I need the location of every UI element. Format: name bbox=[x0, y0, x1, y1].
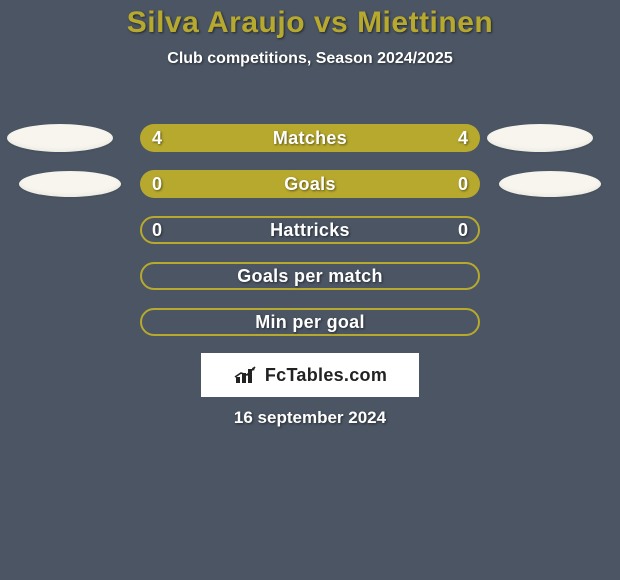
player-ellipse-right-0 bbox=[487, 124, 593, 152]
value-right: 4 bbox=[458, 124, 468, 152]
bar-outline bbox=[140, 262, 480, 290]
stat-rows: 4 Matches 4 0 Goals 0 0 Hattricks 0 Goal… bbox=[0, 122, 620, 352]
watermark: FcTables.com bbox=[201, 353, 419, 397]
comparison-infographic: Silva Araujo vs Miettinen Club competiti… bbox=[0, 0, 620, 580]
value-right: 0 bbox=[458, 170, 468, 198]
subtitle: Club competitions, Season 2024/2025 bbox=[0, 50, 620, 68]
value-left: 0 bbox=[152, 170, 162, 198]
value-left: 4 bbox=[152, 124, 162, 152]
chart-icon bbox=[233, 365, 259, 385]
stat-row-hattricks: 0 Hattricks 0 bbox=[0, 214, 620, 260]
bar-fill bbox=[140, 124, 480, 152]
player-ellipse-left-0 bbox=[7, 124, 113, 152]
value-right: 0 bbox=[458, 216, 468, 244]
date-stamp: 16 september 2024 bbox=[0, 408, 620, 428]
bar-outline bbox=[140, 216, 480, 244]
player-ellipse-left-1 bbox=[19, 171, 121, 197]
stat-row-goals-per-match: Goals per match bbox=[0, 260, 620, 306]
bar-fill bbox=[140, 170, 480, 198]
value-left: 0 bbox=[152, 216, 162, 244]
stat-row-min-per-goal: Min per goal bbox=[0, 306, 620, 352]
player-ellipse-right-1 bbox=[499, 171, 601, 197]
watermark-text: FcTables.com bbox=[265, 365, 387, 386]
bar-outline bbox=[140, 308, 480, 336]
page-title: Silva Araujo vs Miettinen bbox=[0, 0, 620, 40]
